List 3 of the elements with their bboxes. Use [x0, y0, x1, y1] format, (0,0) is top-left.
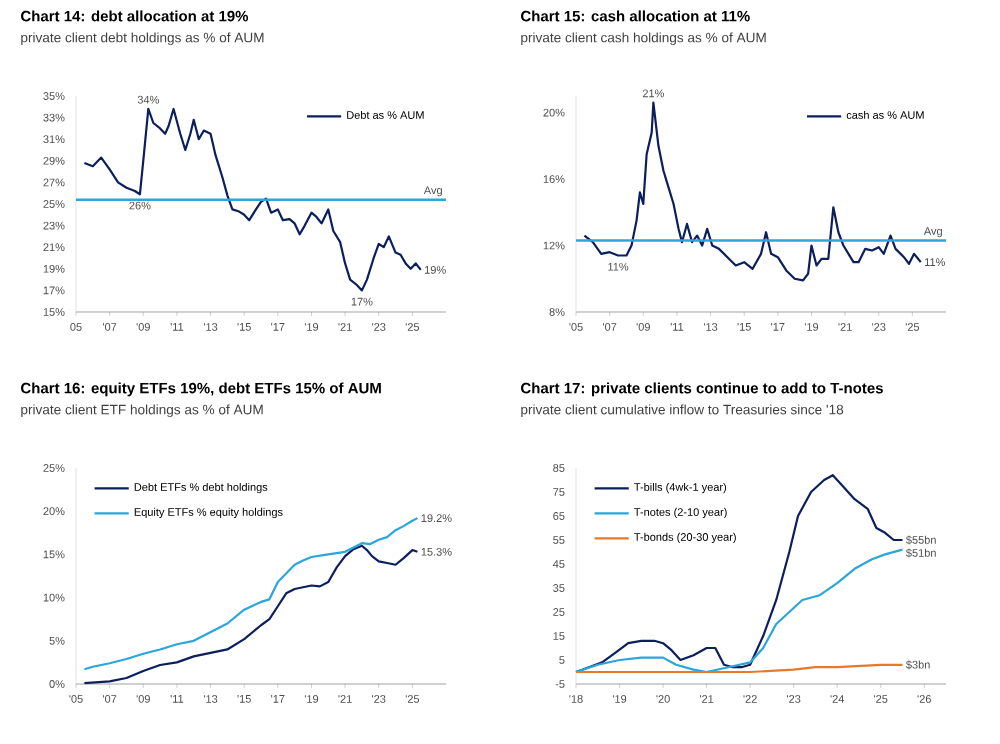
line-series [83, 107, 422, 292]
line-series [583, 101, 922, 282]
line-series [574, 548, 904, 674]
